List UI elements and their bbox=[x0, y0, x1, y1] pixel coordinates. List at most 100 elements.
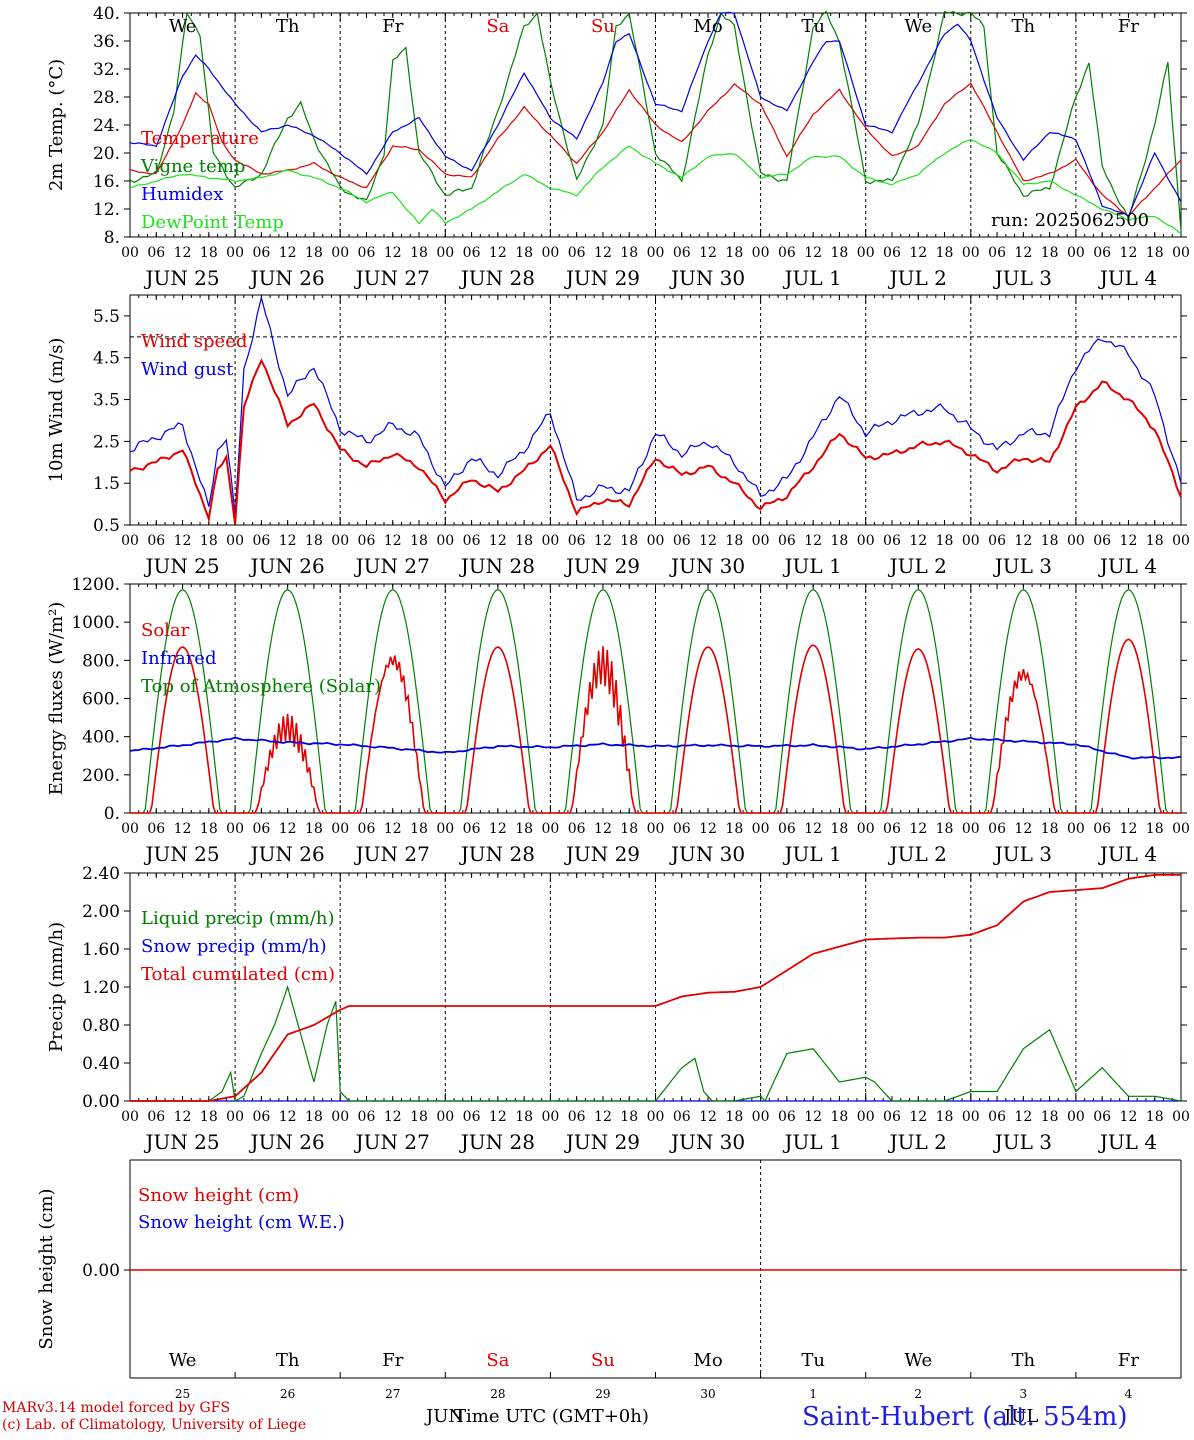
hour-tick-label: 00 bbox=[962, 245, 980, 261]
hour-tick-label: 06 bbox=[463, 1109, 481, 1125]
panel-1-ytick-label: 24. bbox=[93, 116, 120, 136]
footer-credits: MARv3.14 model forced by GFS (c) Lab. of… bbox=[2, 1400, 306, 1434]
panel-1-ytick-label: 16. bbox=[93, 172, 120, 192]
panel-2-ytick-label: 1.5 bbox=[93, 474, 120, 494]
hour-tick-label: 18 bbox=[515, 821, 533, 837]
day-name-bottom: We bbox=[169, 1350, 197, 1371]
energy-legend-2: Infrared bbox=[141, 648, 216, 669]
day-name-bottom: Tu bbox=[801, 1350, 825, 1371]
wind-legend-2: Wind gust bbox=[141, 359, 234, 380]
date-label: JUN 29 bbox=[564, 842, 640, 866]
panel-2-ytick-label: 5.5 bbox=[93, 307, 120, 327]
hour-tick-label: 06 bbox=[252, 1109, 270, 1125]
panel-2-ylabel: 10m Wind (m/s) bbox=[46, 338, 67, 483]
day-number: 2 bbox=[914, 1387, 922, 1401]
solar-line bbox=[130, 638, 1181, 814]
panel-4-ytick-label: 1.60 bbox=[82, 940, 120, 960]
hour-tick-label: 18 bbox=[620, 533, 638, 549]
hour-tick-label: 12 bbox=[909, 1109, 927, 1125]
hour-tick-label: 12 bbox=[384, 821, 402, 837]
date-label: JUN 27 bbox=[354, 1130, 430, 1154]
hour-tick-label: 06 bbox=[147, 533, 165, 549]
hour-tick-label: 18 bbox=[620, 1109, 638, 1125]
hour-tick-label: 18 bbox=[1041, 245, 1059, 261]
day-number: 29 bbox=[595, 1387, 610, 1401]
hour-tick-label: 06 bbox=[252, 821, 270, 837]
hour-tick-label: 12 bbox=[594, 821, 612, 837]
hour-tick-label: 00 bbox=[121, 821, 139, 837]
panel-1-ytick-label: 28. bbox=[93, 88, 120, 108]
day-name: We bbox=[169, 16, 197, 37]
hour-tick-label: 12 bbox=[384, 533, 402, 549]
hour-tick-label: 12 bbox=[384, 245, 402, 261]
date-label: JUN 30 bbox=[669, 1130, 745, 1154]
hour-tick-label: 06 bbox=[568, 821, 586, 837]
hour-tick-label: 00 bbox=[962, 821, 980, 837]
hour-tick-label: 06 bbox=[463, 821, 481, 837]
hour-tick-label: 12 bbox=[1014, 1109, 1032, 1125]
snow-ytick-label: 0.00 bbox=[82, 1261, 120, 1281]
panel-1-ytick-label: 20. bbox=[93, 144, 120, 164]
date-label: JUN 29 bbox=[564, 1130, 640, 1154]
panel-3-ytick-label: 1200. bbox=[71, 575, 120, 595]
hour-tick-label: 06 bbox=[673, 1109, 691, 1125]
hour-tick-label: 12 bbox=[489, 821, 507, 837]
hour-tick-label: 00 bbox=[121, 1109, 139, 1125]
date-label: JUN 28 bbox=[459, 1130, 535, 1154]
hour-tick-label: 00 bbox=[752, 533, 770, 549]
hour-tick-label: 06 bbox=[252, 245, 270, 261]
hour-tick-label: 18 bbox=[200, 821, 218, 837]
date-label: JUN 25 bbox=[143, 554, 219, 578]
hour-tick-label: 00 bbox=[962, 533, 980, 549]
hour-tick-label: 12 bbox=[804, 245, 822, 261]
hour-tick-label: 18 bbox=[831, 533, 849, 549]
panel-3-ytick-label: 1000. bbox=[71, 613, 120, 633]
day-name: Su bbox=[591, 16, 615, 37]
hour-tick-label: 18 bbox=[305, 533, 323, 549]
hour-tick-label: 12 bbox=[594, 245, 612, 261]
day-number: 4 bbox=[1125, 1387, 1133, 1401]
date-label: JUL 1 bbox=[783, 842, 842, 866]
hour-tick-label: 06 bbox=[883, 1109, 901, 1125]
hour-tick-label: 00 bbox=[331, 245, 349, 261]
hour-tick-label: 06 bbox=[252, 533, 270, 549]
date-label: JUL 4 bbox=[1098, 1130, 1157, 1154]
hour-tick-label: 12 bbox=[279, 533, 297, 549]
liquid-precip-line bbox=[130, 984, 1182, 1103]
hour-tick-label: 00 bbox=[1172, 245, 1190, 261]
panel-1-ytick-label: 8. bbox=[104, 228, 120, 248]
snow-legend-2: Snow height (cm W.E.) bbox=[138, 1212, 345, 1233]
hour-tick-label: 00 bbox=[1172, 1109, 1190, 1125]
panel-4-ytick-label: 0.80 bbox=[82, 1016, 120, 1036]
month-label-jul: JUL bbox=[1004, 1406, 1039, 1427]
panel-1-ylabel: 2m Temp. (°C) bbox=[46, 59, 67, 191]
hour-tick-label: 12 bbox=[279, 821, 297, 837]
hour-tick-label: 18 bbox=[200, 1109, 218, 1125]
hour-tick-label: 06 bbox=[778, 821, 796, 837]
hour-tick-label: 18 bbox=[1041, 1109, 1059, 1125]
hour-tick-label: 06 bbox=[673, 533, 691, 549]
day-number: 30 bbox=[700, 1387, 715, 1401]
hour-tick-label: 00 bbox=[1172, 533, 1190, 549]
day-name: We bbox=[904, 16, 932, 37]
date-label: JUL 2 bbox=[888, 1130, 947, 1154]
day-name-bottom: Fr bbox=[1118, 1350, 1139, 1371]
hour-tick-label: 06 bbox=[988, 821, 1006, 837]
panel-1-ytick-label: 36. bbox=[93, 32, 120, 52]
day-name: Th bbox=[1012, 16, 1036, 37]
footer-line-model: MARv3.14 model forced by GFS bbox=[2, 1400, 231, 1416]
hour-tick-label: 12 bbox=[594, 533, 612, 549]
day-name-bottom: Fr bbox=[382, 1350, 403, 1371]
hour-tick-label: 18 bbox=[620, 245, 638, 261]
date-label: JUL 4 bbox=[1098, 266, 1157, 290]
hour-tick-label: 06 bbox=[358, 821, 376, 837]
date-label: JUL 1 bbox=[783, 266, 842, 290]
run-label: run: 2025062500 bbox=[991, 210, 1149, 231]
hour-tick-label: 18 bbox=[200, 245, 218, 261]
date-label: JUL 1 bbox=[783, 554, 842, 578]
total-precip-line bbox=[130, 874, 1181, 1102]
hour-tick-label: 18 bbox=[305, 1109, 323, 1125]
hour-tick-label: 06 bbox=[358, 533, 376, 549]
hour-tick-label: 00 bbox=[121, 533, 139, 549]
hour-tick-label: 18 bbox=[1146, 245, 1164, 261]
